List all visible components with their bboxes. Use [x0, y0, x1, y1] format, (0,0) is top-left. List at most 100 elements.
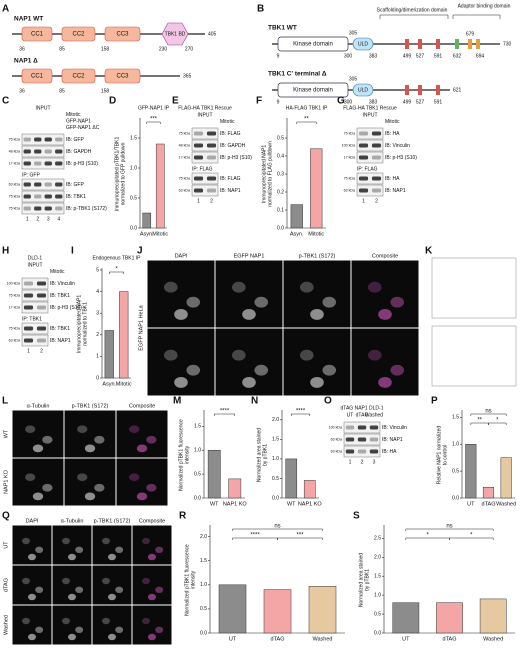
- cell: [242, 376, 256, 388]
- channel-label: p-TBK1 (S172): [94, 518, 131, 524]
- band: [23, 137, 31, 142]
- kda-marker: 63 kDa: [179, 188, 190, 192]
- cell: [75, 626, 84, 633]
- bar: [285, 458, 298, 499]
- band: [206, 143, 217, 148]
- cell: [368, 281, 382, 293]
- kda-marker: 75 kDa: [344, 176, 355, 180]
- cell: [68, 633, 76, 641]
- lane-header: Mitotic: [66, 112, 81, 118]
- band: [44, 137, 52, 142]
- y-tick-label: 2.0: [374, 555, 381, 561]
- y-axis-label: Relative NAP1 normalized: [436, 426, 442, 485]
- cell: [108, 553, 116, 561]
- cell: [254, 296, 269, 308]
- cell: [164, 349, 178, 361]
- y-tick-label: 0.1: [277, 207, 284, 213]
- ib-label: IB: GFP: [66, 137, 84, 143]
- y-axis-label: by pTBK1: [364, 569, 370, 591]
- cell: [115, 586, 124, 593]
- kda-marker: 63 kDa: [9, 182, 20, 186]
- x-tick-label: Washed: [313, 636, 333, 642]
- significance: ns: [274, 524, 280, 530]
- y-tick-label: 2.0: [200, 534, 207, 540]
- band: [206, 176, 217, 181]
- ib-label: IB: NAP1: [385, 188, 406, 194]
- x-tick-label: dTAG: [443, 636, 457, 642]
- row-label: EGFP NAP1 HeLa: [138, 304, 144, 350]
- motif: [418, 85, 422, 95]
- band: [369, 425, 379, 430]
- panel-letter: N: [251, 396, 258, 407]
- band: [206, 155, 217, 160]
- panel-letter: O: [324, 396, 332, 407]
- kda-marker: 75 kDa: [9, 293, 20, 297]
- blot-strip: [21, 145, 65, 158]
- ib-label: IB: FLAG: [220, 131, 241, 137]
- y-tick-label: 0.5: [194, 471, 201, 477]
- cell: [108, 633, 116, 641]
- bar: [482, 487, 495, 499]
- x-tick-label: Asyn.: [140, 231, 154, 237]
- ib-label: IB: GAPDH: [66, 149, 92, 155]
- band: [357, 425, 367, 430]
- y-tick-label: 0.2: [277, 189, 284, 195]
- blot-title: FLAG-HA TBK1 Rescue: [343, 105, 397, 111]
- x-tick-label: dTAG: [482, 501, 496, 507]
- x-tick-label: dTAG: [271, 636, 285, 642]
- region-bracket: [452, 14, 501, 19]
- band: [358, 188, 369, 193]
- domain-label: CC3: [116, 32, 129, 38]
- motif: [418, 39, 422, 49]
- cell: [300, 349, 314, 361]
- ib-label: IB: TBK1: [50, 326, 70, 332]
- residue-number: 499: [403, 99, 412, 105]
- residue-number: 300: [344, 99, 353, 105]
- residue-number: 9: [277, 99, 280, 105]
- residue-number: 36: [19, 88, 25, 94]
- chart-title: Endogenous TBK1 IP: [93, 255, 142, 261]
- domain: [61, 26, 96, 42]
- panel-letter: C: [2, 96, 9, 107]
- kda-marker: 63 kDa: [9, 338, 20, 342]
- cell: [22, 537, 30, 545]
- cell: [322, 296, 337, 308]
- kda-marker: 75 kDa: [179, 176, 190, 180]
- cell: [42, 483, 53, 492]
- band: [358, 143, 369, 148]
- domain-label: CC2: [72, 74, 85, 80]
- kinase-domain: [277, 82, 349, 98]
- y-tick-label: 0.0: [194, 495, 201, 501]
- panel-letter: G: [337, 96, 345, 107]
- lane-number: 1: [349, 459, 352, 465]
- panel-letter: I: [71, 246, 74, 257]
- blot-strip: [21, 133, 65, 146]
- kda-marker: 63 kDa: [331, 437, 342, 441]
- chart-title: HA-FLAG TBK1 IP: [286, 105, 328, 111]
- kda-marker: 17 kDa: [179, 155, 190, 159]
- blot-strip: [21, 178, 65, 191]
- y-axis-label: normalized to TBK1: [82, 302, 88, 346]
- lane-header: Mitotic: [220, 119, 235, 125]
- profile-frame: [431, 325, 517, 387]
- bar: [310, 148, 323, 229]
- bar: [303, 480, 316, 499]
- construct-title: TBK1 C' terminal Δ: [268, 71, 327, 78]
- bar: [465, 444, 477, 499]
- cell: [142, 617, 150, 625]
- cell: [155, 586, 164, 593]
- y-tick-label: 2.0: [272, 417, 279, 423]
- sig-bracket: [488, 422, 507, 425]
- cell: [25, 425, 36, 434]
- band: [358, 155, 369, 160]
- significance: **: [477, 418, 482, 424]
- significance: *: [426, 533, 429, 539]
- band: [23, 305, 34, 310]
- cell: [136, 444, 148, 453]
- cell: [322, 364, 337, 376]
- kda-marker: 100 kDa: [7, 281, 20, 285]
- band: [44, 149, 52, 154]
- band: [345, 437, 355, 442]
- profile-frame: [431, 257, 517, 319]
